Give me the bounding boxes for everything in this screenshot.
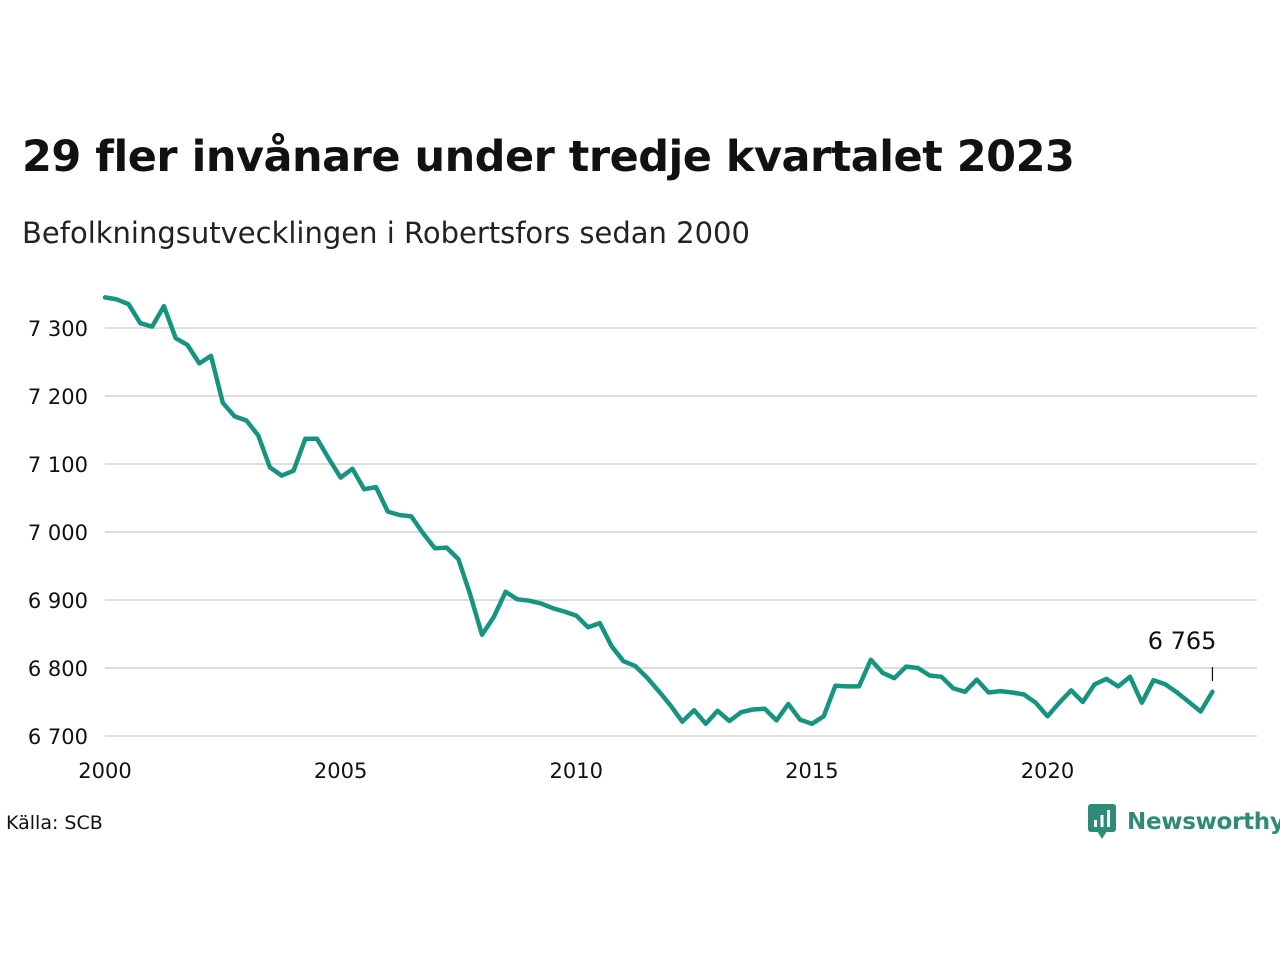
y-tick-label: 6 800 xyxy=(28,657,88,681)
x-tick-label: 2000 xyxy=(78,759,131,783)
gridlines xyxy=(105,327,1257,737)
source-note: Källa: SCB xyxy=(6,812,103,834)
chart-subtitle: Befolkningsutvecklingen i Robertsfors se… xyxy=(22,216,750,250)
y-tick-label: 6 900 xyxy=(28,589,88,613)
x-axis-ticks: 2000 2005 2010 2015 2020 xyxy=(78,759,1074,783)
x-tick-label: 2005 xyxy=(314,759,367,783)
brand-name: Newsworthy xyxy=(1127,809,1280,835)
x-tick-label: 2010 xyxy=(550,759,603,783)
brand-logo: Newsworthy xyxy=(1087,803,1280,841)
last-value-annotation: 6 765 xyxy=(1148,627,1217,681)
last-value-label: 6 765 xyxy=(1148,627,1217,655)
y-tick-label: 6 700 xyxy=(28,725,88,749)
series-layer xyxy=(102,295,1215,727)
newsworthy-logo-icon xyxy=(1088,804,1116,839)
y-tick-label: 7 100 xyxy=(28,453,88,477)
y-tick-label: 7 200 xyxy=(28,385,88,409)
population-line xyxy=(102,295,1215,727)
y-tick-label: 7 000 xyxy=(28,521,88,545)
x-tick-label: 2020 xyxy=(1021,759,1074,783)
y-axis-ticks: 6 700 6 800 6 900 7 000 7 100 7 200 7 300 xyxy=(28,317,88,749)
chart-title: 29 fler invånare under tredje kvartalet … xyxy=(22,132,1075,182)
y-tick-label: 7 300 xyxy=(28,317,88,341)
x-tick-label: 2015 xyxy=(785,759,838,783)
line-chart: 6 700 6 800 6 900 7 000 7 100 7 200 7 300 2000… xyxy=(28,295,1257,783)
